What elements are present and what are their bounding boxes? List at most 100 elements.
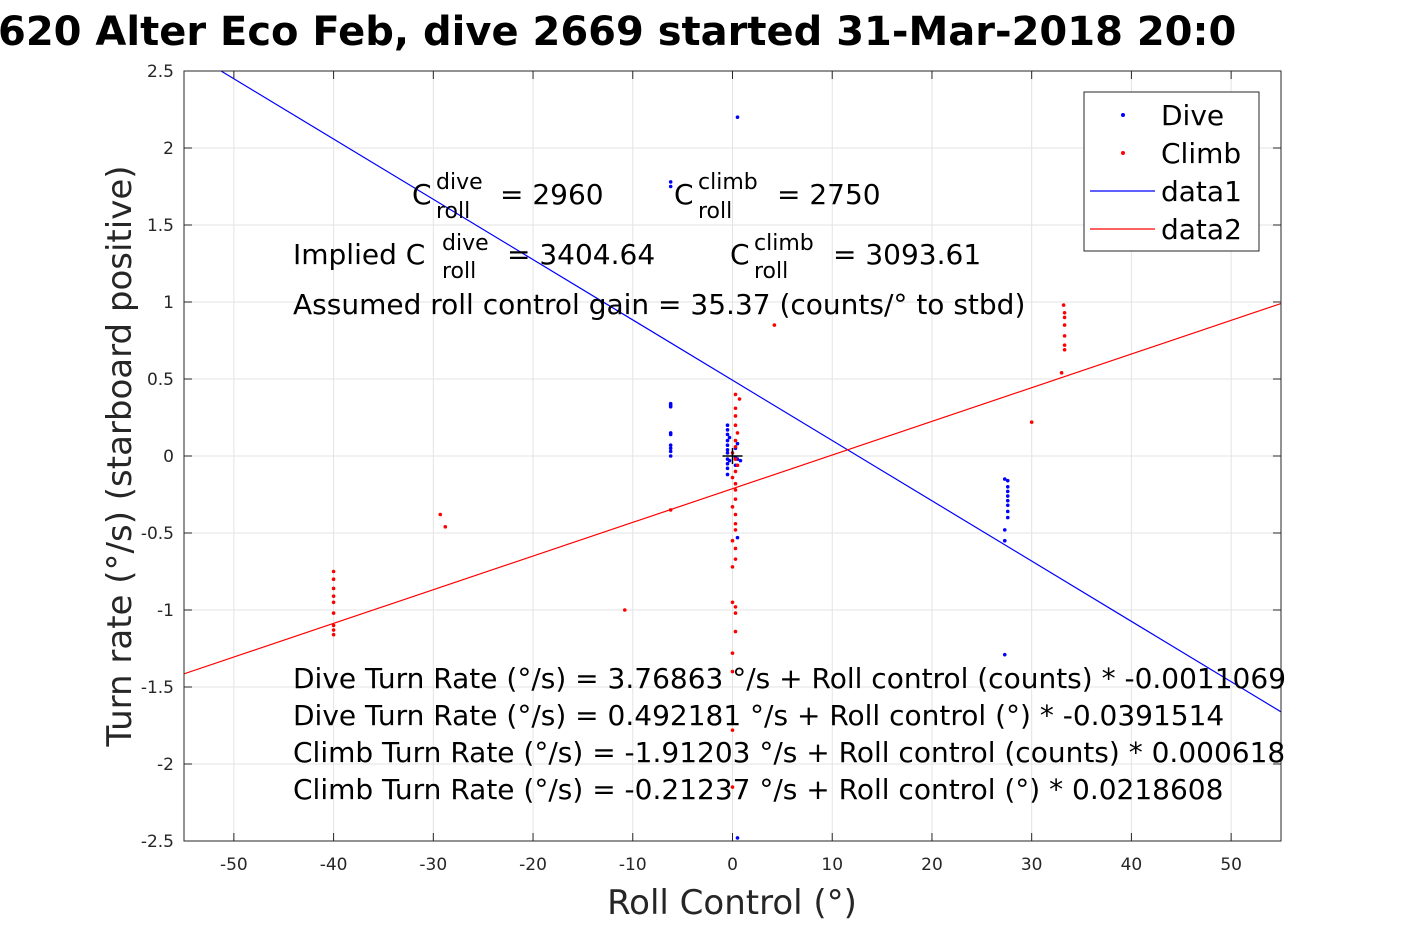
c-roll-dive-sub: roll [436,199,470,224]
climb-point [733,512,738,517]
dive-point [1005,498,1010,503]
climb-point [730,785,735,789]
legend-swatch-climb [1121,151,1125,155]
dive-point [1002,477,1007,481]
dive-point [735,836,740,840]
fit-lines [184,71,1281,713]
fit-line-data2 [184,302,1281,675]
x-tick-label: 50 [1220,855,1242,875]
dive-point [668,454,673,458]
y-tick-label: 0 [163,447,174,467]
c-roll-dive-value: = 2960 [500,178,604,211]
climb-point [735,463,740,468]
y-tick-label: 1 [163,293,174,313]
dive-point [668,404,673,409]
climb-point [733,528,738,532]
climb-point [733,457,738,461]
data-points [331,115,1067,840]
c-roll-climb-letter: C [674,178,694,211]
dive-point [1005,515,1010,520]
dive-point [668,443,673,448]
climb-point [331,586,336,591]
climb-point [730,728,735,732]
climb-point [733,414,738,418]
dive-point [725,423,730,428]
climb-point [1062,323,1067,327]
dive-point [725,448,730,452]
climb-point [331,577,336,581]
climb-point [331,600,336,605]
climb-point [772,323,777,327]
x-tick-label: -50 [220,855,248,875]
x-tick-label: 40 [1121,855,1143,875]
dive-point [735,535,740,540]
dive-point [1002,652,1007,657]
dive-point [725,461,730,466]
dive-point [738,458,743,463]
y-tick-label: -2.5 [141,832,174,852]
x-tick-label: 20 [921,855,943,875]
climb-point [733,611,738,615]
legend-label-data2: data2 [1161,213,1242,246]
climb-point [331,632,336,637]
legend-box [1083,91,1260,252]
y-tick-label: 1.5 [147,216,174,236]
dive-point [1005,489,1010,494]
climb-point [735,431,740,435]
y-tick-label: 2.5 [147,62,174,82]
dive-point [725,451,730,455]
c-roll-dive-letter: C [412,178,432,211]
climb-point [331,611,336,615]
equation-dive-counts: Dive Turn Rate (°/s) = 3.76863 °/s + Rol… [293,662,1286,695]
legend: Dive Climb data1 data2 [1083,91,1260,252]
climb-point [1061,303,1066,307]
climb-point [668,508,673,512]
climb-point [1062,334,1067,338]
chart-title: 620 Alter Eco Feb, dive 2669 started 31-… [0,9,1236,55]
climb-point [733,392,738,397]
x-tick-label: -30 [419,855,447,875]
climb-point [733,423,738,428]
climb-point [1062,347,1067,352]
gain-annotation: Assumed roll control gain = 35.37 (count… [293,288,1025,321]
y-tick-label: -1.5 [141,678,174,698]
dive-point [725,432,730,437]
implied-dive-value: = 3404.64 [507,238,655,271]
equation-climb-degrees: Climb Turn Rate (°/s) = -0.21237 °/s + R… [293,773,1223,806]
dive-point [725,466,730,471]
dive-point [725,428,730,432]
climb-point [733,481,738,486]
climb-point [331,569,336,574]
implied-climb-sup: climb [754,231,814,256]
c-roll-climb-value: = 2750 [777,178,881,211]
axis-ticks: -50 -40 -30 -20 -10 0 10 20 30 40 50-2.5-2-1.5-1-0… [141,62,1281,875]
c-roll-climb-sub: roll [698,199,732,224]
climb-point [733,605,738,609]
climb-point [331,623,336,628]
x-axis-label: Roll Control (°) [607,883,857,923]
dive-point [668,184,673,189]
climb-point [1062,343,1067,347]
legend-swatch-dive [1121,113,1125,117]
x-tick-label: -40 [320,855,348,875]
climb-point [733,444,738,449]
implied-climb-letter: C [730,238,750,271]
dive-point [668,432,673,437]
climb-point [1062,315,1067,320]
dive-point [1005,478,1010,483]
climb-point [1029,420,1034,424]
climb-point [733,488,738,492]
x-tick-label: -10 [619,855,647,875]
climb-point [737,397,742,401]
dive-point [725,443,730,448]
climb-point [730,651,735,655]
y-tick-label: -2 [157,755,174,775]
x-tick-label: 0 [727,855,738,875]
x-tick-label: 30 [1021,855,1043,875]
dive-point [725,472,730,477]
climb-point [443,525,448,529]
c-roll-climb-sup: climb [698,170,758,195]
